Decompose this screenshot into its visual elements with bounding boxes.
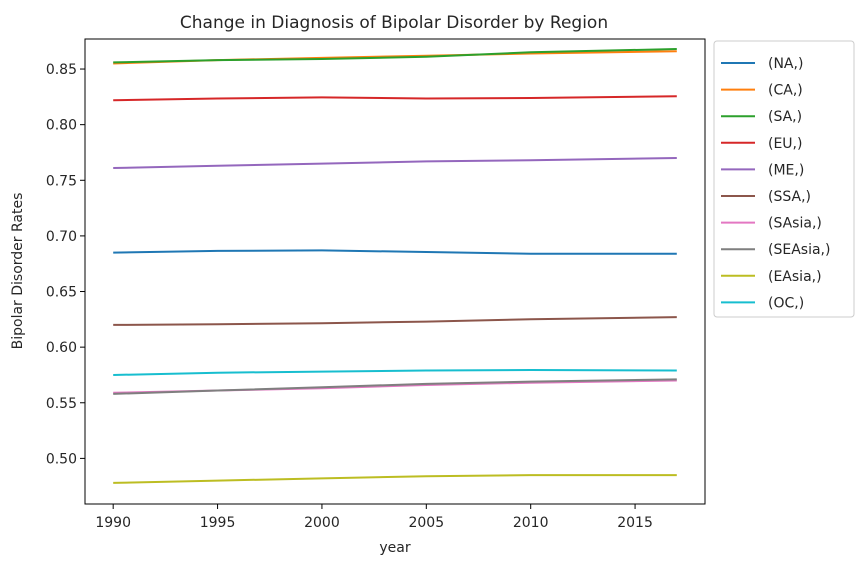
- plot-area: [84, 38, 706, 505]
- legend-label: (EAsia,): [768, 269, 822, 285]
- legend-label: (CA,): [768, 83, 803, 99]
- legend-label: (EU,): [768, 136, 802, 152]
- y-tick-label: 0.55: [46, 396, 77, 412]
- series-line-2: [113, 48, 677, 64]
- x-tick-label: 2010: [513, 515, 549, 531]
- legend: (NA,) (CA,) (SA,) (EU,) (ME,) (SSA,) (SAsia,) (…: [713, 40, 855, 318]
- y-tick-label: 0.75: [46, 173, 77, 189]
- x-axis: 1990 1995 2000 2005 2010 2015: [95, 504, 653, 531]
- series-line-0: [113, 249, 677, 255]
- series-line-3: [113, 95, 677, 102]
- legend-label: (NA,): [768, 56, 803, 72]
- legend-label: (SAsia,): [768, 216, 822, 232]
- legend-label: (OC,): [768, 295, 804, 311]
- legend-label: (ME,): [768, 162, 804, 178]
- y-tick-label: 0.85: [46, 62, 77, 78]
- series-line-4: [113, 157, 677, 169]
- legend-label: (SEAsia,): [768, 242, 830, 258]
- y-axis-title: Bipolar Disorder Rates: [10, 193, 26, 350]
- x-tick-label: 2000: [304, 515, 340, 531]
- x-tick-label: 1995: [200, 515, 236, 531]
- series-line-9: [113, 369, 677, 376]
- y-tick-label: 0.70: [46, 229, 77, 245]
- series-line-7: [113, 378, 677, 395]
- legend-label: (SSA,): [768, 189, 811, 205]
- series-lines: [113, 48, 677, 484]
- x-axis-title: year: [379, 540, 410, 556]
- series-line-8: [113, 474, 677, 484]
- y-tick-label: 0.60: [46, 340, 77, 356]
- legend-label: (SA,): [768, 109, 802, 125]
- legend-frame: [713, 40, 855, 318]
- x-tick-label: 1990: [95, 515, 131, 531]
- y-tick-label: 0.65: [46, 285, 77, 301]
- x-tick-label: 2005: [408, 515, 444, 531]
- chart-title: Change in Diagnosis of Bipolar Disorder …: [180, 13, 608, 33]
- x-tick-label: 2015: [617, 515, 653, 531]
- series-line-5: [113, 316, 677, 326]
- y-axis: 0.50 0.55 0.60 0.65 0.70 0.75 0.80 0.85: [46, 62, 85, 467]
- y-tick-label: 0.80: [46, 118, 77, 134]
- y-tick-label: 0.50: [46, 451, 77, 467]
